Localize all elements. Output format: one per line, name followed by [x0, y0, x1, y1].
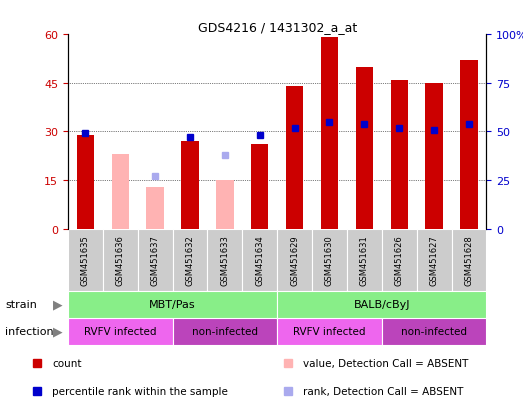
Text: GSM451631: GSM451631	[360, 235, 369, 285]
Text: GSM451628: GSM451628	[464, 235, 473, 285]
Text: percentile rank within the sample: percentile rank within the sample	[52, 386, 228, 396]
Bar	[391, 81, 408, 229]
Bar	[277, 318, 382, 345]
Text: GSM451633: GSM451633	[220, 235, 230, 285]
Text: non-infected: non-infected	[401, 326, 467, 337]
Bar	[68, 318, 173, 345]
Text: ▶: ▶	[53, 325, 63, 338]
Text: GSM451627: GSM451627	[429, 235, 439, 285]
Bar	[277, 229, 312, 291]
Bar	[111, 155, 129, 229]
Bar	[321, 38, 338, 229]
Bar	[216, 181, 234, 229]
Text: GSM451629: GSM451629	[290, 235, 299, 285]
Bar	[208, 229, 242, 291]
Bar	[417, 229, 451, 291]
Bar	[68, 229, 103, 291]
Bar	[242, 229, 277, 291]
Text: infection: infection	[5, 326, 54, 337]
Bar	[181, 142, 199, 229]
Text: BALB/cByJ: BALB/cByJ	[354, 299, 410, 310]
Bar	[286, 87, 303, 229]
Text: value, Detection Call = ABSENT: value, Detection Call = ABSENT	[303, 358, 469, 368]
Text: GSM451630: GSM451630	[325, 235, 334, 285]
Text: count: count	[52, 358, 82, 368]
Text: GSM451636: GSM451636	[116, 235, 125, 285]
Text: strain: strain	[5, 299, 37, 310]
Bar	[146, 187, 164, 229]
Text: GSM451637: GSM451637	[151, 235, 160, 285]
Title: GDS4216 / 1431302_a_at: GDS4216 / 1431302_a_at	[198, 21, 357, 34]
Bar	[451, 229, 486, 291]
Bar	[251, 145, 268, 229]
Text: non-infected: non-infected	[192, 326, 258, 337]
Bar	[277, 291, 486, 318]
Bar	[460, 61, 477, 229]
Bar	[138, 229, 173, 291]
Bar	[347, 229, 382, 291]
Bar	[103, 229, 138, 291]
Text: RVFV infected: RVFV infected	[293, 326, 366, 337]
Text: MBT/Pas: MBT/Pas	[149, 299, 196, 310]
Bar	[77, 135, 94, 229]
Text: rank, Detection Call = ABSENT: rank, Detection Call = ABSENT	[303, 386, 464, 396]
Bar	[173, 318, 277, 345]
Bar	[356, 67, 373, 229]
Text: GSM451626: GSM451626	[395, 235, 404, 285]
Text: GSM451634: GSM451634	[255, 235, 264, 285]
Text: ▶: ▶	[53, 298, 63, 311]
Bar	[425, 83, 443, 229]
Bar	[382, 229, 417, 291]
Bar	[68, 291, 277, 318]
Bar	[312, 229, 347, 291]
Bar	[173, 229, 208, 291]
Text: RVFV infected: RVFV infected	[84, 326, 156, 337]
Text: GSM451632: GSM451632	[186, 235, 195, 285]
Text: GSM451635: GSM451635	[81, 235, 90, 285]
Bar	[382, 318, 486, 345]
